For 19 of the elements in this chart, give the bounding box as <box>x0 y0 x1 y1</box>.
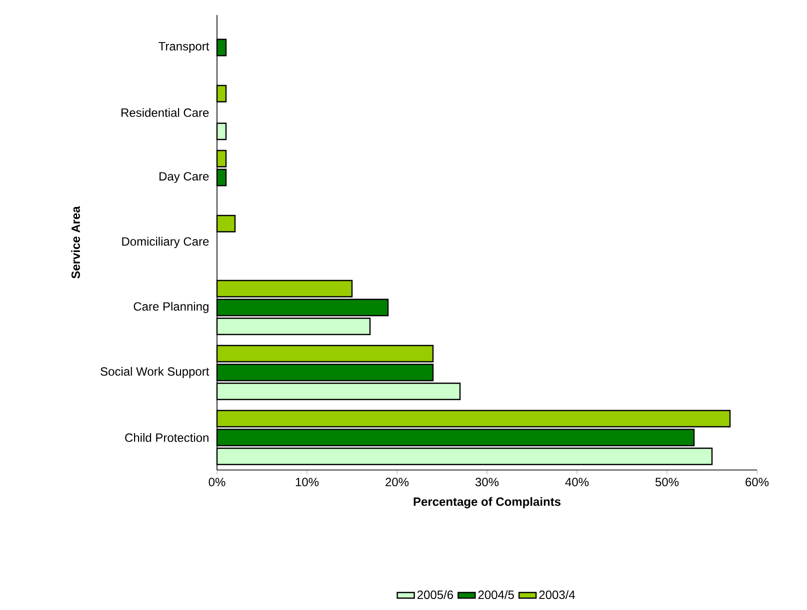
legend-label: 2004/5 <box>478 590 514 600</box>
y-tick-label: Transport <box>158 42 210 53</box>
y-tick-label: Care Planning <box>134 302 208 314</box>
x-tick-label: 30% <box>475 478 499 486</box>
x-tick-label: 0% <box>208 478 226 486</box>
legend-label: 2005/6 <box>417 590 454 600</box>
y-tick-label: Day Care <box>160 172 209 183</box>
legend-label: 2003/4 <box>539 590 575 600</box>
x-tick-label: 60% <box>746 478 769 486</box>
x-axis-title: Percentage of Complaints <box>414 497 561 508</box>
x-tick-label: 20% <box>386 478 409 486</box>
x-tick-label: 10% <box>296 478 319 486</box>
y-axis-title: Service Area <box>71 206 80 279</box>
y-tick-label: Residential Care <box>122 108 209 117</box>
x-tick-label: 40% <box>565 478 589 486</box>
y-tick-label: Social Work Support <box>100 366 210 378</box>
x-tick-label: 50% <box>655 478 679 486</box>
y-tick-label: Domiciliary Care <box>122 236 209 248</box>
y-tick-label: Child Protection <box>125 433 208 442</box>
